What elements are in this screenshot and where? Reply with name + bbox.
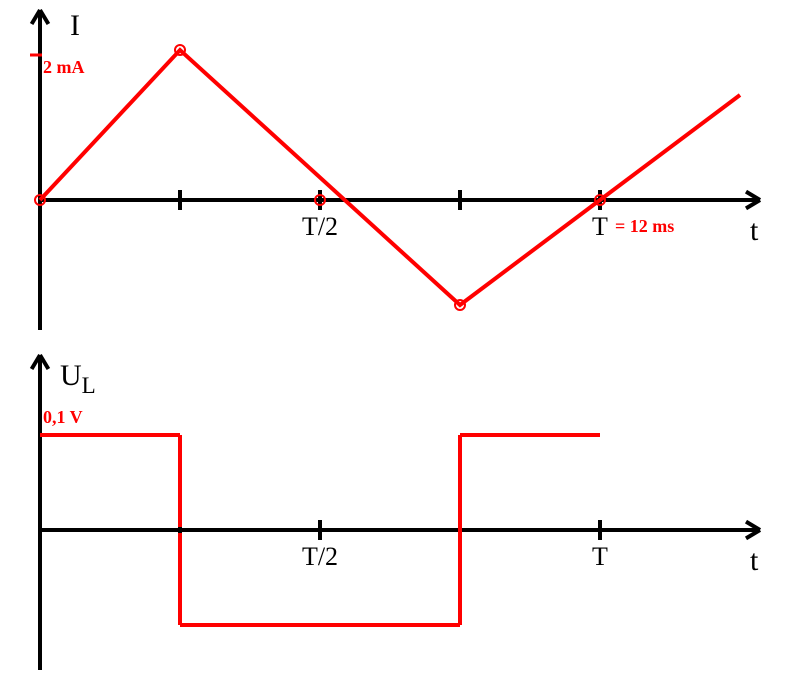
level-annotation: 0,1 V: [43, 407, 83, 427]
period-annotation: = 12 ms: [615, 216, 674, 236]
x-axis-label: t: [750, 214, 759, 247]
y-axis-label: I: [70, 9, 80, 42]
top-chart: It T/2 T 2 mA = 12 ms: [30, 9, 760, 330]
amplitude-annotation: 2 mA: [43, 57, 85, 77]
tick-label-full: T: [592, 212, 608, 241]
bottom-chart: UL t T/2 T 0,1 V: [32, 355, 760, 670]
tick-label-half: T/2: [302, 212, 338, 241]
tick-label-half: T/2: [302, 542, 338, 571]
x-axis-label: t: [750, 544, 759, 577]
current-waveform: [40, 50, 740, 305]
y-axis-label: UL: [60, 359, 96, 398]
tick-label-full: T: [592, 542, 608, 571]
